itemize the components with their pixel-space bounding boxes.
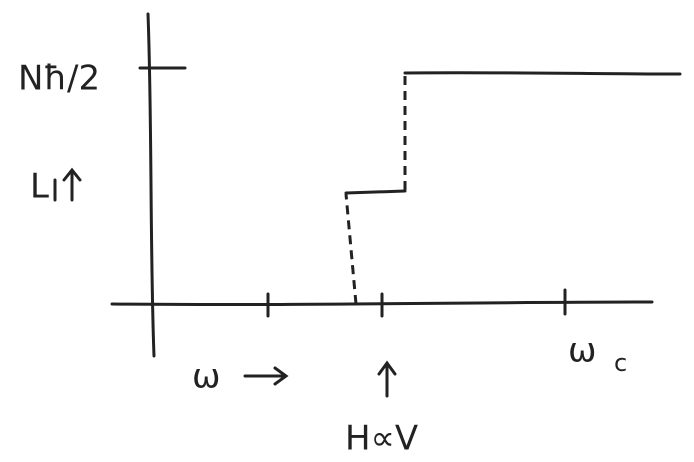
y-axis-label: L bbox=[30, 167, 49, 207]
x-arrow bbox=[243, 366, 289, 386]
y-axis bbox=[146, 12, 156, 358]
y-arrow bbox=[53, 167, 82, 202]
x-axis bbox=[110, 300, 654, 307]
step-level bbox=[344, 189, 407, 195]
x-end-subscript: c bbox=[614, 349, 627, 377]
y-top-label: Nħ/2 bbox=[18, 59, 100, 99]
dashed-step bbox=[344, 193, 358, 305]
x-axis-label: ω bbox=[192, 357, 220, 397]
step-level bbox=[403, 71, 682, 76]
marker-arrow bbox=[377, 360, 397, 398]
x-end-label: ω bbox=[568, 331, 596, 371]
marker-label: H∝V bbox=[345, 419, 418, 459]
